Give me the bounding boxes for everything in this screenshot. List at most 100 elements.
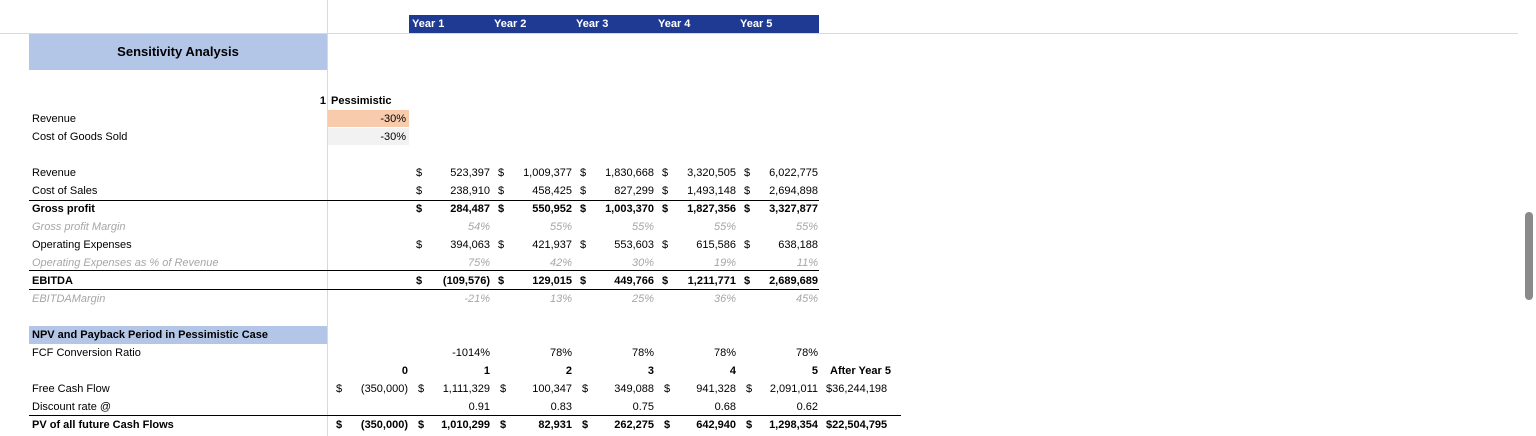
fcf-after-value: $36,244,198	[826, 383, 888, 395]
title-cell	[29, 34, 327, 70]
revenue-value: 6,022,775	[769, 167, 818, 179]
ebitda-margin-label: EBITDAMargin	[32, 293, 106, 305]
dollar-sign: $	[416, 239, 423, 251]
pv-value: 1,010,299	[441, 419, 490, 431]
dollar-sign: $	[662, 275, 669, 287]
fcf-value: 2,091,011	[769, 383, 818, 395]
pv-value: 1,298,354	[769, 419, 818, 431]
gross-profit-value: 3,327,877	[769, 203, 818, 215]
revenue-value: 1,009,377	[523, 167, 572, 179]
gross-profit-value: 550,952	[532, 203, 572, 215]
fcf-value: 1,111,329	[442, 383, 490, 395]
cost-of-sales-value: 1,493,148	[687, 185, 736, 197]
fcf-ratio-value: 78%	[795, 347, 818, 359]
assumption-cogs-value[interactable]: -30%	[380, 131, 406, 143]
fcf-ratio-label: FCF Conversion Ratio	[32, 347, 141, 359]
year-2-header: Year 2	[494, 18, 527, 30]
gross-margin-label: Gross profit Margin	[32, 221, 126, 233]
opex-pct-value: 19%	[713, 257, 736, 269]
dollar-sign: $	[662, 239, 669, 251]
dollar-sign: $	[582, 383, 589, 395]
fcf-value: 941,328	[696, 383, 736, 395]
dollar-sign: $	[664, 383, 671, 395]
discount-value: 0.75	[632, 401, 654, 413]
gross-margin-value: 55%	[795, 221, 818, 233]
dollar-sign: $	[416, 167, 423, 179]
period-number: 0	[401, 365, 408, 377]
revenue-value: 523,397	[450, 167, 490, 179]
ebitda-margin-value: 45%	[795, 293, 818, 305]
fcf-value: (350,000)	[360, 383, 408, 395]
dollar-sign: $	[744, 167, 751, 179]
discount-value: 0.62	[796, 401, 818, 413]
header-underline	[0, 33, 1518, 34]
ebitda-margin-value: 13%	[549, 293, 572, 305]
assumption-revenue-value[interactable]: -30%	[380, 113, 406, 125]
discount-label: Discount rate @	[32, 401, 112, 413]
dollar-sign: $	[746, 383, 753, 395]
cost-of-sales-value: 2,694,898	[769, 185, 818, 197]
revenue-value: 1,830,668	[605, 167, 654, 179]
gross-profit-value: 1,003,370	[605, 203, 654, 215]
scenario-name: Pessimistic	[331, 95, 392, 107]
gross-margin-value: 55%	[549, 221, 572, 233]
ebitda-bottom-border	[29, 289, 819, 290]
fcf-ratio-value: 78%	[713, 347, 736, 359]
dollar-sign: $	[498, 203, 505, 215]
dollar-sign: $	[580, 185, 587, 197]
year-5-header: Year 5	[740, 18, 773, 30]
opex-pct-bottom-border	[29, 270, 819, 271]
ebitda-value: (109,576)	[442, 275, 490, 287]
dollar-sign: $	[664, 419, 671, 431]
ebitda-margin-value: 25%	[631, 293, 654, 305]
dollar-sign: $	[580, 239, 587, 251]
dollar-sign: $	[500, 383, 507, 395]
assumption-cogs-label: Cost of Goods Sold	[32, 131, 128, 143]
year-1-header: Year 1	[412, 18, 445, 30]
gross-profit-value: 1,827,356	[687, 203, 736, 215]
dollar-sign: $	[498, 275, 505, 287]
pv-value: 262,275	[614, 419, 654, 431]
fcf-ratio-value: 78%	[549, 347, 572, 359]
vertical-scrollbar-thumb[interactable]	[1525, 212, 1533, 300]
cost-of-sales-value: 238,910	[450, 185, 490, 197]
fcf-label: Free Cash Flow	[32, 383, 110, 395]
cogs-input-cell[interactable]	[328, 128, 409, 145]
dollar-sign: $	[336, 383, 343, 395]
dollar-sign: $	[500, 419, 507, 431]
opex-value: 615,586	[696, 239, 736, 251]
cost-of-sales-label: Cost of Sales	[32, 185, 98, 197]
opex-pct-value: 30%	[631, 257, 654, 269]
dollar-sign: $	[416, 203, 423, 215]
period-number: 4	[729, 365, 736, 377]
scenario-number[interactable]: 1	[319, 95, 326, 107]
discount-value: 0.68	[714, 401, 736, 413]
opex-value: 421,937	[532, 239, 572, 251]
npv-title-cell	[29, 326, 327, 344]
fcf-value: 349,088	[614, 383, 654, 395]
ebitda-margin-value: 36%	[713, 293, 736, 305]
year-3-header: Year 3	[576, 18, 609, 30]
pv-after-value: $22,504,795	[826, 419, 888, 431]
page-title: Sensitivity Analysis	[117, 44, 239, 59]
after-year-5-label: After Year 5	[830, 365, 891, 377]
dollar-sign: $	[746, 419, 753, 431]
gross-profit-label: Gross profit	[32, 203, 95, 215]
dollar-sign: $	[416, 275, 423, 287]
fcf-ratio-value: -1014%	[452, 347, 490, 359]
dollar-sign: $	[744, 275, 751, 287]
dollar-sign: $	[416, 185, 423, 197]
opex-value: 553,603	[614, 239, 654, 251]
gross-profit-value: 284,487	[450, 203, 490, 215]
dollar-sign: $	[498, 239, 505, 251]
year-4-header: Year 4	[658, 18, 691, 30]
revenue-value: 3,320,505	[687, 167, 736, 179]
dollar-sign: $	[582, 419, 589, 431]
dollar-sign: $	[418, 383, 425, 395]
revenue-label: Revenue	[32, 167, 77, 179]
revenue-input-cell[interactable]	[328, 110, 409, 127]
npv-title: NPV and Payback Period in Pessimistic Ca…	[32, 329, 268, 341]
gross-profit-top-border	[29, 200, 819, 201]
dollar-sign: $	[662, 167, 669, 179]
ebitda-value: 129,015	[532, 275, 572, 287]
